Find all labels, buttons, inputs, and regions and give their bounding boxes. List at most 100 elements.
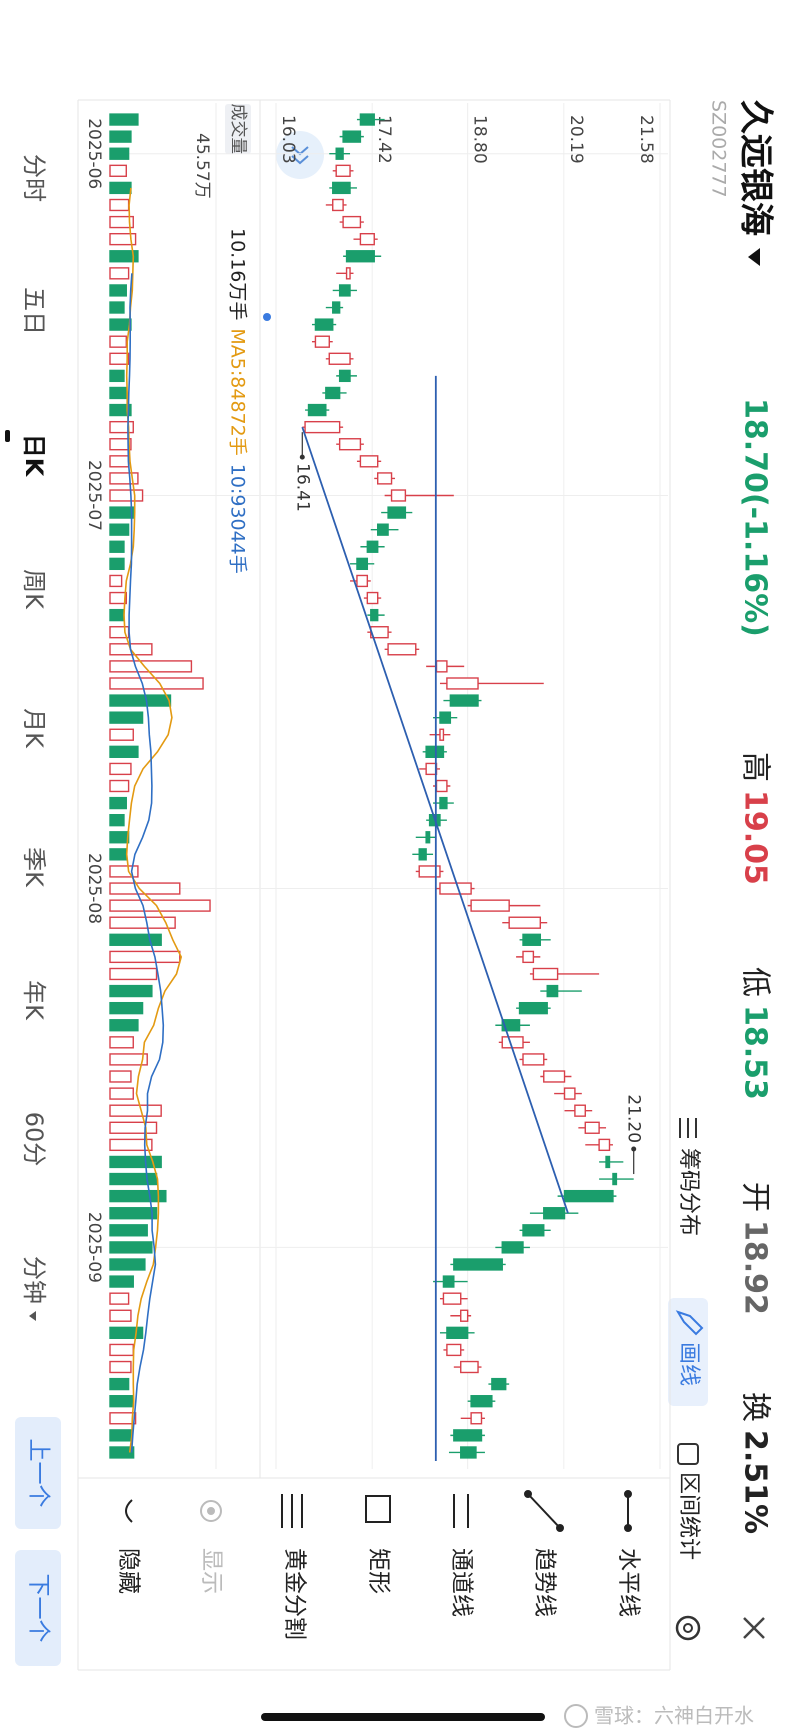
close-button[interactable] xyxy=(743,1617,765,1639)
tab[interactable]: 分钟 xyxy=(20,1256,48,1304)
volume-bar xyxy=(109,608,125,622)
volume-bar xyxy=(109,420,134,434)
candle-body xyxy=(453,1258,503,1271)
candle-body xyxy=(518,1001,548,1015)
candle-body xyxy=(439,711,452,724)
tab[interactable]: 季K xyxy=(20,847,48,888)
tab[interactable]: 年K xyxy=(20,980,48,1021)
toolbar-item[interactable]: 画线 xyxy=(676,1342,701,1386)
tab[interactable]: 分时 xyxy=(20,154,48,202)
candle-body xyxy=(359,455,379,468)
tab[interactable]: 周K xyxy=(20,569,48,610)
candle-body xyxy=(598,1138,611,1152)
low-marker-dot xyxy=(299,454,305,460)
tool-item[interactable]: 通道线 xyxy=(449,1548,475,1617)
volume-label: 成交量 xyxy=(228,104,248,155)
candle-body xyxy=(563,1189,614,1203)
tool-item[interactable]: 趋势线 xyxy=(532,1548,558,1617)
volume-legend: 10.16万手 xyxy=(227,228,249,320)
toolbar-item[interactable]: 区间统计 xyxy=(676,1472,701,1560)
tab[interactable]: 60分 xyxy=(20,1112,48,1167)
candle-body xyxy=(442,1275,455,1288)
stock-title[interactable]: 久远银海 xyxy=(736,100,776,236)
tool-item[interactable]: 显示 xyxy=(199,1548,225,1594)
candle-body xyxy=(501,1241,524,1254)
volume-bar xyxy=(109,472,139,485)
prev-button[interactable] xyxy=(15,1417,61,1529)
volume-bar xyxy=(109,523,130,536)
volume-bar xyxy=(109,215,134,229)
next-button-label[interactable]: 下一个 xyxy=(26,1574,52,1643)
prev-button-label[interactable]: 上一个 xyxy=(26,1439,52,1508)
tool-item[interactable]: 矩形 xyxy=(366,1548,392,1594)
volume-bar xyxy=(109,1001,144,1015)
volume-badge xyxy=(225,104,251,154)
candle-body xyxy=(508,916,542,929)
stat-label: 低 xyxy=(738,967,773,997)
stat-value: 2.51% xyxy=(738,1430,773,1534)
volume-bar xyxy=(109,335,127,348)
candle-body xyxy=(543,1207,566,1220)
candle-body xyxy=(314,318,334,331)
volume-bar xyxy=(109,916,176,929)
x-tick-label: 2025-09 xyxy=(84,1212,104,1283)
volume-bar xyxy=(109,1189,167,1203)
candle-body xyxy=(522,950,535,964)
volume-bar xyxy=(109,1309,132,1322)
candle-body xyxy=(356,557,369,571)
settings-icon-core xyxy=(683,1623,693,1633)
candle-body xyxy=(501,1019,521,1032)
candle-body xyxy=(470,1412,483,1425)
stat-value: 18.92 xyxy=(738,1220,773,1315)
tool-item[interactable]: 隐藏 xyxy=(116,1548,142,1594)
candle-body xyxy=(387,506,407,519)
volume-bar xyxy=(109,369,125,383)
volume-bar xyxy=(109,728,134,741)
stat-label: 高 xyxy=(738,752,773,782)
dropdown-icon[interactable] xyxy=(748,248,760,266)
volume-bar xyxy=(109,1446,135,1459)
stock-code: SZ002777 xyxy=(708,100,730,198)
candle-body xyxy=(460,1446,477,1459)
toolbar-item[interactable]: 筹码分布 xyxy=(676,1148,701,1236)
candle-body xyxy=(390,489,407,502)
candle-body xyxy=(338,369,351,383)
volume-bar xyxy=(109,1395,134,1408)
tab[interactable]: 月K xyxy=(20,708,48,749)
candle-body xyxy=(543,1070,566,1083)
volume-bar xyxy=(109,574,123,588)
x-tick-label: 2025-08 xyxy=(84,853,104,924)
candle-body xyxy=(446,1326,469,1340)
volume-bar xyxy=(109,540,125,553)
candle-body xyxy=(418,865,441,878)
candle-body xyxy=(435,779,448,793)
tab-active[interactable]: 日K xyxy=(20,434,48,478)
tab[interactable]: 五日 xyxy=(20,287,48,335)
volume-bar xyxy=(109,352,130,365)
candle-body xyxy=(366,540,379,553)
anchor-dot xyxy=(263,313,271,321)
next-button[interactable] xyxy=(15,1550,61,1666)
price: 18.70(-1.16%) xyxy=(738,398,773,637)
volume-bar xyxy=(109,1053,148,1066)
candle-body xyxy=(314,335,330,348)
settings-icon[interactable] xyxy=(675,1615,701,1641)
high-marker-label: 21.20 xyxy=(624,1094,644,1143)
tool-item[interactable]: 水平线 xyxy=(616,1548,642,1617)
volume-bar xyxy=(109,1070,132,1083)
candle-body xyxy=(442,1292,462,1305)
tab-indicator xyxy=(5,430,10,442)
candle-body xyxy=(418,848,427,861)
candle-body xyxy=(491,1377,507,1391)
volume-bar xyxy=(109,1087,134,1100)
chips-icon xyxy=(679,1118,697,1138)
tool-item[interactable]: 黄金分割 xyxy=(282,1548,308,1640)
volume-bar xyxy=(109,557,125,571)
candle-body xyxy=(332,181,351,195)
candle-body xyxy=(335,147,344,160)
volume-bar xyxy=(109,1207,158,1220)
volume-bar xyxy=(109,1241,153,1254)
volume-bar xyxy=(109,198,130,212)
